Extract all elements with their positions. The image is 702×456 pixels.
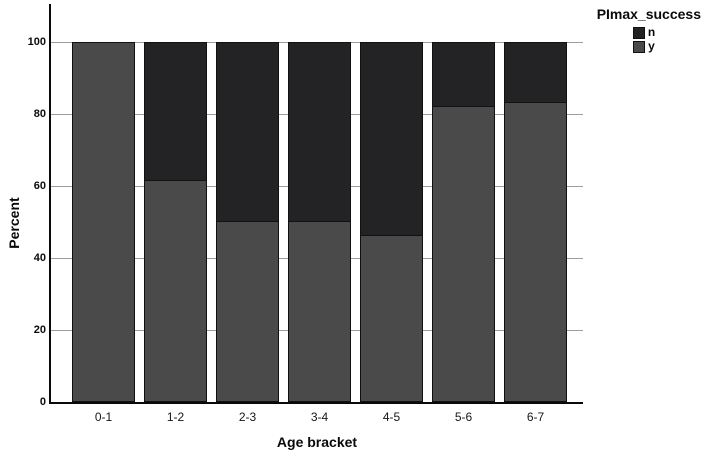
bar-segment-n: [504, 42, 567, 104]
bar-column-4-5: [360, 42, 423, 402]
legend-label: y: [648, 39, 655, 53]
legend-item-n: n: [632, 25, 656, 39]
bar-segment-y: [432, 106, 495, 402]
x-tick-label: 1-2: [166, 410, 185, 424]
x-tick-label: 2-3: [238, 410, 257, 424]
y-tick-label: 80: [33, 108, 46, 120]
bar-segment-y: [72, 42, 135, 402]
bar-segment-n: [216, 42, 279, 222]
bar-column-0-1: [72, 42, 135, 402]
legend-swatch-y: [633, 40, 646, 53]
y-tick-label: 60: [33, 180, 46, 192]
y-axis-title: Percent: [6, 197, 22, 249]
legend-title: PImax_success: [596, 6, 701, 22]
bar-segment-n: [432, 42, 495, 107]
plot-area: [51, 42, 583, 402]
y-tick-label: 20: [33, 324, 46, 336]
x-tick-label: 6-7: [526, 410, 545, 424]
bar-segment-y: [360, 236, 423, 402]
x-tick-label: 0-1: [94, 410, 113, 424]
legend-item-y: y: [633, 40, 655, 53]
bar-segment-n: [360, 42, 423, 237]
x-tick-label: 5-6: [454, 410, 473, 424]
legend-swatch-n: [632, 26, 645, 39]
bar-segment-y: [144, 180, 207, 402]
bar-column-6-7: [504, 42, 567, 402]
x-axis-title: Age bracket: [276, 434, 358, 450]
bar-segment-y: [288, 222, 351, 402]
bar-segment-n: [144, 42, 207, 181]
y-tick-label: 0: [39, 396, 46, 408]
x-tick-label: 4-5: [382, 410, 401, 424]
bar-segment-n: [288, 42, 351, 222]
bar-column-3-4: [288, 42, 351, 402]
y-tick-label: 40: [33, 252, 46, 264]
bars-container: [51, 42, 583, 402]
bar-column-5-6: [432, 42, 495, 402]
bar-segment-y: [504, 103, 567, 402]
x-tick-label: 3-4: [310, 410, 329, 424]
bar-column-1-2: [144, 42, 207, 402]
y-tick-label: 100: [27, 36, 46, 48]
bar-segment-y: [216, 222, 279, 402]
y-axis-line: [49, 4, 51, 403]
bar-column-2-3: [216, 42, 279, 402]
legend-label: n: [647, 25, 656, 39]
x-axis-line: [49, 402, 583, 404]
